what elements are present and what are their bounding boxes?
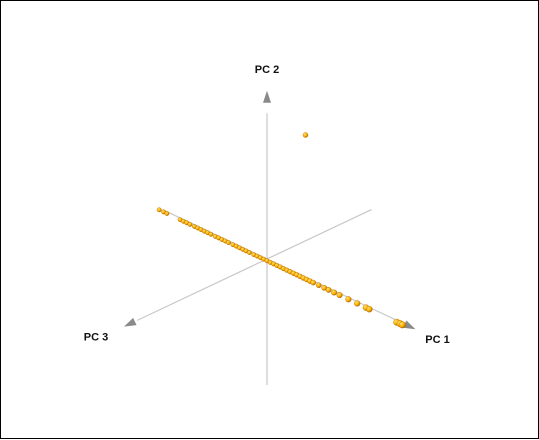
- data-point: [325, 286, 332, 293]
- pc3-arrowhead-icon: [124, 317, 137, 327]
- data-point: [398, 321, 406, 329]
- data-point: [331, 289, 338, 296]
- data-point: [310, 279, 316, 286]
- data-point: [164, 211, 170, 216]
- pc1-axis-label: PC 1: [425, 334, 449, 346]
- data-point: [302, 132, 309, 138]
- data-point: [187, 221, 193, 227]
- axis-labels-group: PC 2 PC 3 PC 1: [84, 64, 450, 346]
- data-point: [226, 240, 231, 246]
- pc2-arrowhead-icon: [263, 90, 271, 103]
- pc3-axis-line: [136, 209, 372, 321]
- data-point: [246, 250, 252, 255]
- data-point: [366, 305, 373, 313]
- data-point: [208, 231, 214, 237]
- pc2-axis-label: PC 2: [255, 64, 279, 76]
- axes-group: [124, 90, 416, 385]
- pc3-axis-label: PC 3: [84, 332, 108, 344]
- data-point: [345, 296, 352, 303]
- data-points-group: [156, 132, 406, 329]
- pc1-arrowhead-icon: [402, 320, 416, 330]
- data-point: [354, 300, 361, 307]
- data-point: [336, 292, 343, 299]
- data-point: [156, 207, 162, 213]
- data-point: [315, 282, 322, 289]
